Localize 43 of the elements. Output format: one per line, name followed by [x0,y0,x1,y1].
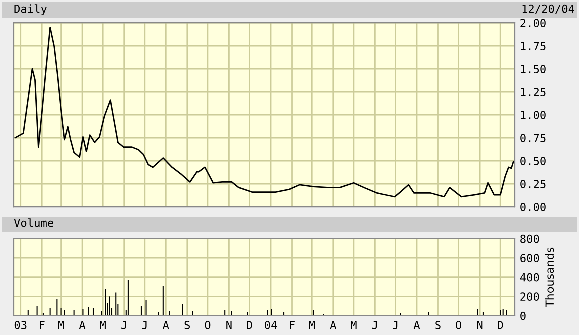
y-tick-label: 0.25 [520,180,546,188]
x-tick-label: M [309,321,315,330]
x-tick-label: M [100,321,106,330]
x-tick-label: S [184,321,190,330]
x-tick-label: M [58,321,64,330]
x-tick-label: A [414,321,420,330]
y-tick-label: 400 [520,273,540,282]
x-tick-label: N [477,321,483,330]
x-tick-label: J [122,321,126,330]
y-tick-label: 0.00 [520,203,546,212]
y-tick-label: 1.25 [521,88,546,96]
x-tick-label: J [142,321,147,330]
x-tick-label: A [330,321,337,330]
x-tick-label: M [351,321,357,330]
x-tick-label: S [436,321,441,330]
x-tick-label: 04 [265,321,278,330]
x-tick-label: D [498,321,504,330]
x-tick-label: O [456,321,462,330]
y-tick-label: 1.50 [521,65,546,74]
x-tick-label: A [163,321,170,330]
chart-title: Daily [14,4,48,16]
x-tick-label: N [226,321,232,330]
x-tick-label: A [79,321,86,330]
line-series [14,27,514,198]
y-tick-label: 800 [520,234,540,244]
x-tick-label: J [392,321,398,330]
chart-title: Volume [14,218,54,228]
x-tick-label: D [247,321,252,330]
y-tick-label: 1.75 [521,42,546,51]
y-tick-label: 0.50 [520,157,546,166]
y-tick-label: 0 [520,312,526,320]
y-axis-title: Thousands [545,248,554,308]
y-tick-label: 1.00 [521,111,546,120]
y-tick-label: 200 [520,292,540,302]
y-tick-label: 2.00 [520,19,546,28]
text: 12/20/04 [522,4,574,14]
y-tick-label: 0.75 [520,134,546,142]
x-tick-label: F [290,321,295,330]
x-tick-label: O [205,321,211,330]
x-tick-label: J [372,321,378,330]
x-tick-label: F [40,321,45,330]
y-tick-label: 600 [520,254,540,263]
x-tick-label: 03 [14,321,27,330]
